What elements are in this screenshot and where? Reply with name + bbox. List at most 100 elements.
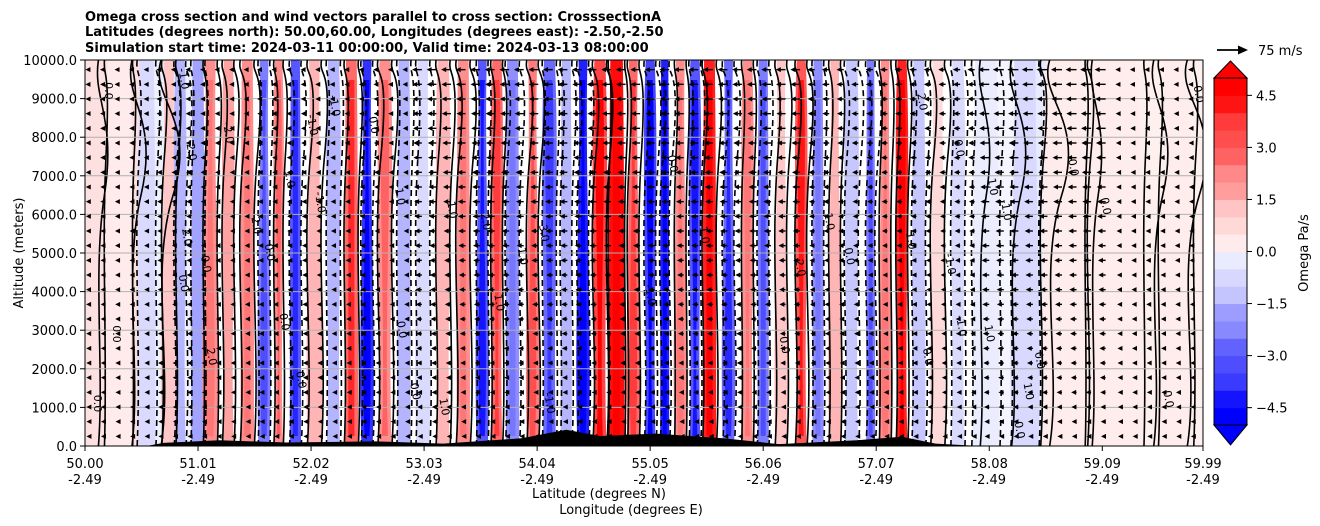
wind-vector-head [302,316,308,322]
wind-vector-head [996,301,1002,307]
wind-vector-head [823,199,829,205]
wind-vector-head [257,140,263,146]
contour-line [673,60,679,446]
wind-vector-head [547,331,553,337]
wind-vector-head [924,140,930,146]
wind-vector-head [504,419,510,425]
wind-vector-head [230,360,236,366]
wind-vector-head [883,404,889,410]
contour-label: 2.0 [914,92,930,111]
wind-vector-head [779,287,785,293]
wind-vector-head [514,81,520,87]
wind-vector-head [1067,199,1073,205]
wind-vector-head [156,67,162,73]
wind-vector-head [361,375,367,381]
wind-vector-head [824,316,830,322]
wind-vector-head [330,184,336,190]
wind-vector-head [1011,331,1017,337]
wind-vector-head [615,67,621,73]
contour-line [160,60,168,446]
wind-vector-head [460,375,466,381]
wind-vector-head [487,243,493,249]
wind-vector-head [719,199,725,205]
wind-vector-head [677,287,683,293]
wind-vector-head [330,228,336,234]
wind-vector-head [413,140,419,146]
wind-vector-head [791,155,797,161]
wind-vector-head [519,419,525,425]
contour-line [555,60,561,446]
wind-vector-head [979,140,985,146]
wind-vector-head [942,419,948,425]
wind-vector-head [331,316,337,322]
wind-vector-head [259,419,265,425]
wind-vector-head [851,96,857,102]
wind-vector-head [1131,243,1137,249]
wind-vector-head [158,389,164,395]
wind-vector-head [216,419,222,425]
wind-vector-head [1146,389,1152,395]
wind-vector-head [458,243,464,249]
wind-vector-head [1023,184,1029,190]
wind-vector-head [939,169,945,175]
wind-vector-head [129,125,135,131]
contour-line [701,60,709,446]
wind-vector-head [445,345,451,351]
wind-vector-head [993,96,999,102]
wind-vector-head [243,67,249,73]
wind-vector-head [587,125,593,131]
wind-vector-head [660,140,666,146]
wind-vector-head [659,81,665,87]
wind-vector-head [1095,111,1101,117]
wind-vector-head [780,375,786,381]
wind-vector-head [1008,155,1014,161]
wind-vector-head [587,111,593,117]
wind-vector-head [428,184,434,190]
wind-vector-head [171,155,177,161]
wind-vector-head [130,433,136,439]
wind-vector-head [1161,404,1167,410]
wind-vector-head [1174,140,1180,146]
wind-vector-head [869,404,875,410]
wind-vector-head [1161,419,1167,425]
wind-vector-head [865,96,871,102]
wind-vector-head [631,125,637,131]
wind-vector-head [979,125,985,131]
wind-vector-head [825,404,831,410]
wind-vector-head [882,257,888,263]
wind-vector-head [144,257,150,263]
wind-vector-head [230,331,236,337]
wind-vector-head [229,81,235,87]
wind-vector-head [1081,169,1087,175]
wind-vector-head [259,345,265,351]
wind-vector-head [882,243,888,249]
wind-vector-head [648,287,654,293]
wind-vector-head [430,331,436,337]
wind-vector-head [488,287,494,293]
wind-vector-head [851,111,857,117]
wind-vector-head [516,243,522,249]
wind-vector-head [1190,360,1196,366]
contour-line [518,60,526,446]
wind-vector-head [778,243,784,249]
wind-vector-head [971,404,977,410]
x-axis-label-latitude: Latitude (degrees N) [532,487,666,502]
contour-label: -1.0 [942,252,959,275]
wind-vector-head [171,96,177,102]
wind-vector-head [1038,169,1044,175]
wind-vector-head [836,96,842,102]
wind-vector-head [215,199,221,205]
wind-vector-head [373,125,379,131]
wind-vector-head [776,96,782,102]
wind-vector-head [790,96,796,102]
wind-vector-head [215,184,221,190]
wind-vector-head [171,140,177,146]
wind-vector-head [1042,404,1048,410]
wind-vector-head [954,228,960,234]
wind-vector-head [1080,67,1086,73]
wind-vector-head [500,125,506,131]
wind-vector-head [129,155,135,161]
wind-vector-head [751,404,757,410]
wind-vector-head [649,389,655,395]
y-tick-label: 5000.0 [32,247,78,262]
